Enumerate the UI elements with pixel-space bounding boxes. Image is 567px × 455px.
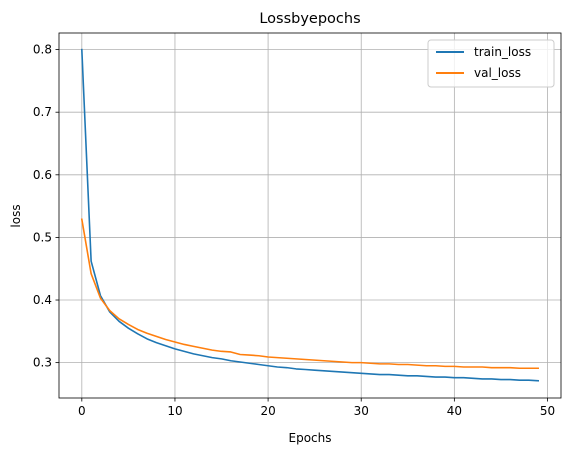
x-tick-label: 0 <box>78 404 86 418</box>
series-lines <box>80 48 540 382</box>
y-tick-label: 0.7 <box>33 105 52 119</box>
chart-title: Lossbyepochs <box>259 11 360 27</box>
legend: train_loss val_loss <box>427 39 555 88</box>
series-line-val-loss <box>80 218 539 370</box>
x-tick-label: 20 <box>260 404 275 418</box>
y-tick-label: 0.6 <box>33 168 52 182</box>
grid <box>59 33 561 398</box>
x-tick-label: 50 <box>540 404 555 418</box>
y-axis-label: loss <box>9 204 23 227</box>
legend-train-loss-label: train_loss <box>474 45 531 59</box>
y-tick-label: 0.3 <box>33 356 52 370</box>
y-tick-label: 0.8 <box>33 43 52 57</box>
x-tick-label: 30 <box>354 404 369 418</box>
x-axis-label: Epochs <box>289 431 332 445</box>
plot-frame <box>58 32 562 399</box>
series-line-train-loss <box>80 48 540 382</box>
legend-val-loss-label: val_loss <box>474 66 521 80</box>
y-tick-label: 0.5 <box>33 230 52 244</box>
x-tick-label: 40 <box>447 404 462 418</box>
x-tick-label: 10 <box>167 404 182 418</box>
ticks: 0 10 20 30 40 50 0.3 0.4 0.5 0.6 0.7 0.8 <box>33 43 555 418</box>
y-tick-label: 0.4 <box>33 293 52 307</box>
